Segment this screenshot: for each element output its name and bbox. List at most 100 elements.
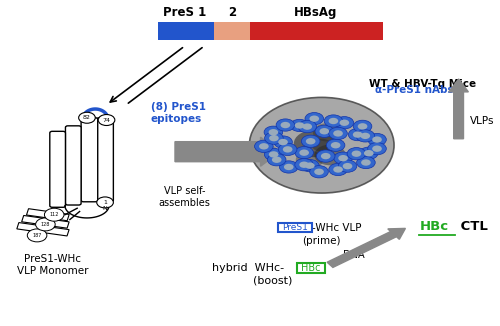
Circle shape — [368, 142, 386, 155]
Text: HBc: HBc — [420, 219, 448, 232]
Circle shape — [272, 156, 281, 163]
Text: VLP self-
assembles: VLP self- assembles — [159, 186, 210, 208]
Text: VLPs: VLPs — [470, 116, 494, 126]
Circle shape — [333, 130, 343, 137]
Circle shape — [347, 148, 366, 160]
FancyBboxPatch shape — [96, 118, 114, 202]
Circle shape — [354, 120, 372, 132]
Circle shape — [368, 133, 386, 146]
Text: 82: 82 — [83, 115, 91, 120]
Text: -WHc VLP: -WHc VLP — [312, 223, 362, 233]
Circle shape — [96, 197, 114, 208]
Circle shape — [295, 146, 314, 159]
Text: hybrid  WHc-: hybrid WHc- — [212, 263, 284, 273]
Text: PreS 1: PreS 1 — [163, 6, 206, 19]
FancyBboxPatch shape — [50, 131, 66, 207]
FancyBboxPatch shape — [66, 126, 81, 205]
Circle shape — [280, 161, 298, 173]
Text: (prime): (prime) — [302, 236, 341, 245]
Circle shape — [290, 119, 309, 132]
Text: 128: 128 — [40, 222, 50, 227]
Circle shape — [358, 123, 368, 129]
Circle shape — [264, 126, 282, 138]
Circle shape — [264, 148, 283, 161]
FancyBboxPatch shape — [297, 263, 324, 273]
Text: N: N — [102, 206, 108, 211]
Circle shape — [269, 135, 278, 141]
Circle shape — [315, 125, 334, 137]
Circle shape — [36, 218, 55, 231]
Circle shape — [321, 153, 330, 159]
Circle shape — [353, 131, 362, 138]
Circle shape — [259, 143, 268, 150]
Circle shape — [44, 208, 64, 221]
Circle shape — [264, 132, 283, 144]
Text: PreS1-WHc
VLP Monomer: PreS1-WHc VLP Monomer — [17, 254, 88, 275]
Circle shape — [274, 136, 292, 148]
Circle shape — [300, 159, 319, 172]
FancyBboxPatch shape — [158, 22, 214, 40]
Polygon shape — [22, 215, 69, 228]
Text: HBc: HBc — [301, 263, 320, 273]
Circle shape — [314, 144, 346, 165]
Circle shape — [372, 145, 382, 152]
Circle shape — [298, 121, 316, 133]
Circle shape — [333, 166, 343, 173]
Circle shape — [296, 151, 323, 169]
Circle shape — [340, 120, 349, 126]
Circle shape — [278, 143, 297, 156]
Text: 74: 74 — [102, 117, 110, 123]
Circle shape — [268, 129, 278, 135]
Circle shape — [300, 161, 309, 168]
Circle shape — [372, 136, 382, 143]
Text: (boost): (boost) — [253, 276, 292, 286]
Circle shape — [268, 154, 286, 166]
FancyBboxPatch shape — [214, 22, 250, 40]
Circle shape — [306, 138, 316, 144]
Circle shape — [294, 130, 335, 157]
Circle shape — [356, 130, 374, 142]
Circle shape — [295, 158, 314, 171]
Circle shape — [326, 139, 345, 151]
Circle shape — [312, 139, 332, 152]
Text: WT & HBV-Tg Mice: WT & HBV-Tg Mice — [368, 79, 476, 89]
Circle shape — [329, 163, 347, 176]
Circle shape — [28, 229, 47, 242]
Circle shape — [320, 128, 329, 134]
Text: 1: 1 — [103, 200, 107, 205]
Circle shape — [364, 150, 374, 156]
Circle shape — [360, 147, 378, 159]
Text: 112: 112 — [50, 212, 59, 217]
Circle shape — [338, 155, 348, 161]
Circle shape — [294, 122, 304, 129]
Circle shape — [310, 166, 328, 178]
Circle shape — [314, 169, 324, 175]
Circle shape — [328, 127, 347, 140]
Circle shape — [305, 162, 314, 169]
Circle shape — [305, 112, 324, 125]
Text: DNA: DNA — [342, 250, 364, 260]
Circle shape — [250, 97, 394, 193]
Circle shape — [352, 151, 361, 157]
Circle shape — [335, 117, 353, 129]
Circle shape — [313, 123, 340, 141]
Text: PreS1: PreS1 — [282, 223, 308, 232]
Circle shape — [324, 115, 342, 127]
Circle shape — [338, 160, 357, 172]
FancyBboxPatch shape — [250, 22, 383, 40]
Circle shape — [254, 140, 273, 153]
Circle shape — [360, 133, 370, 139]
FancyArrow shape — [175, 137, 280, 166]
Circle shape — [356, 156, 375, 169]
Circle shape — [302, 124, 312, 130]
Circle shape — [78, 112, 96, 123]
Circle shape — [342, 163, 352, 169]
Circle shape — [334, 152, 352, 164]
Circle shape — [331, 142, 340, 148]
FancyBboxPatch shape — [278, 223, 312, 232]
Polygon shape — [26, 209, 69, 221]
Text: CTL: CTL — [456, 219, 488, 232]
Circle shape — [283, 146, 292, 153]
FancyArrow shape — [327, 229, 406, 267]
FancyArrow shape — [449, 79, 468, 139]
